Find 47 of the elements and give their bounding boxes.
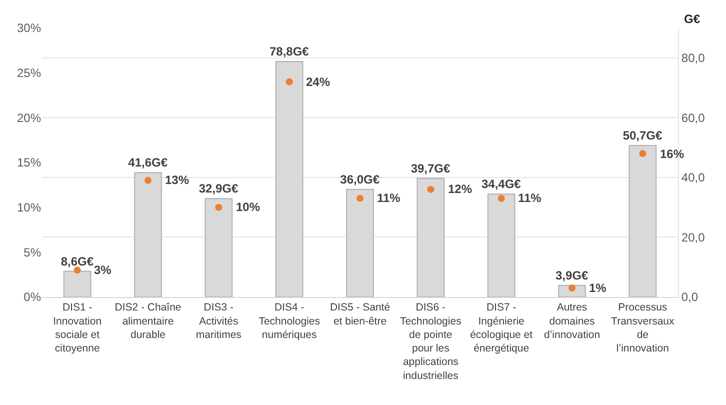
y-tick-label: 10% [16,200,42,215]
point [639,150,646,158]
data-label: 39,7G€ [410,161,451,176]
x-tick-label: DIS2 - Chaîne alimentaire durable [114,302,182,341]
data-label: 34,4G€ [481,177,522,192]
x-tick-label: DIS5 - Santé et bien-être [330,302,390,328]
x-tick-label: DIS4 - Technologies numériques [258,302,320,341]
data-label: 78,8G€ [269,44,310,58]
point [144,176,152,184]
y2-tick-label: 20,0 [681,230,706,244]
data-label: 36,0G€ [340,172,380,186]
point [356,194,364,202]
data-label: 50,7G€ [622,128,663,142]
x-tick-label: DIS3 - Activités maritimes [196,302,242,341]
y-tick-label: 15% [16,156,42,170]
y-tick-label: 0% [24,290,42,304]
y2-tick-label: 0,0 [681,290,698,304]
data-label: 1% [589,281,607,295]
y2-tick-label: 80,0 [681,51,706,66]
point [427,186,434,193]
data-label: 12% [448,182,472,196]
y2-axis-title: G€ [684,12,700,26]
y2-tick-label: 60,0 [681,110,706,125]
data-label: 8,6G€ [60,254,94,268]
y-tick-label: 25% [16,66,42,80]
x-tick-label: Autres domaines d’innovation [544,302,600,341]
data-label: 13% [165,173,190,187]
x-tick-label: DIS6 - Technologies de pointe pour les applications industrielles [400,302,462,382]
y-tick-label: 5% [24,245,42,260]
data-label: 41,6G€ [128,156,168,170]
point [215,204,222,211]
y-tick-label: 30% [16,21,42,36]
data-label: 11% [377,191,401,205]
y-tick-label: 20% [16,110,42,125]
data-label: 24% [306,75,330,89]
x-tick-label: DIS7 - Ingénierie écologique et énergétique [470,302,533,355]
x-tick-label: Processus Transversaux de l’innovation [611,302,676,355]
x-tick-label: DIS1 - Innovation sociale et citoyenne [53,302,102,355]
data-label: 11% [518,191,542,205]
point [286,78,293,86]
data-label: 3,9G€ [555,268,589,282]
y2-tick-label: 40,0 [681,170,706,185]
data-label: 10% [236,200,260,214]
point [498,194,505,202]
data-label: 32,9G€ [198,182,239,196]
data-label: 16% [660,147,684,161]
data-label: 3% [94,263,112,277]
